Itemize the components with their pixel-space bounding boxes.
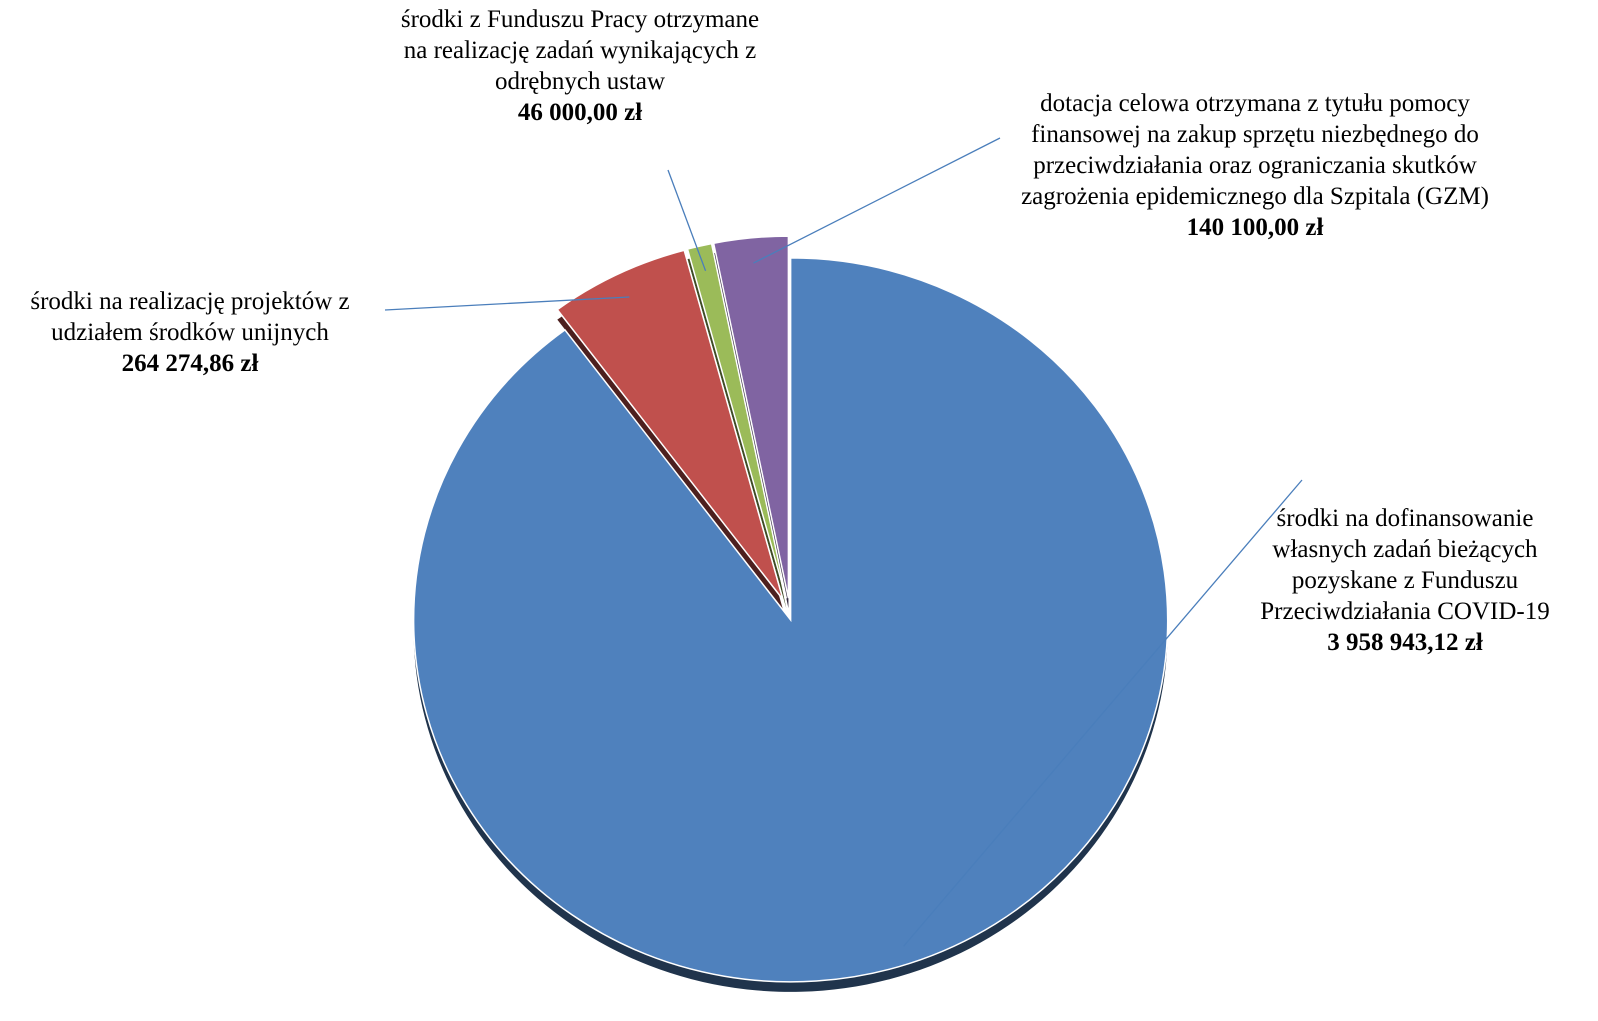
data-label: środki z Funduszu Pracy otrzymane na rea…: [390, 4, 770, 128]
value-label: 140 100,00 zł: [1186, 214, 1324, 241]
category-label: środki z Funduszu Pracy otrzymane na rea…: [400, 6, 760, 95]
category-label: środki na dofinansowanie własnych zadań …: [1260, 505, 1550, 625]
data-label: środki na dofinansowanie własnych zadań …: [1240, 503, 1570, 658]
pie-slice: [412, 257, 1169, 983]
value-label: 264 274,86 zł: [121, 350, 259, 377]
pie-slice: [556, 249, 784, 601]
pie-slice: [712, 235, 790, 599]
data-label: dotacja celowa otrzymana z tytułu pomocy…: [990, 88, 1520, 243]
category-label: środki na realizację projektów z udziałe…: [30, 288, 350, 346]
leader-line: [667, 169, 707, 272]
value-label: 46 000,00 zł: [517, 99, 643, 126]
leader-line: [753, 137, 1001, 264]
pie-slice-side: [687, 253, 787, 609]
category-label: dotacja celowa otrzymana z tytułu pomocy…: [1021, 90, 1489, 210]
value-label: 3 958 943,12 zł: [1327, 629, 1483, 656]
data-label: środki na realizację projektów z udziałe…: [0, 286, 380, 379]
pie-slice: [686, 242, 788, 599]
leader-line: [384, 296, 630, 311]
leader-line: [903, 479, 1303, 947]
